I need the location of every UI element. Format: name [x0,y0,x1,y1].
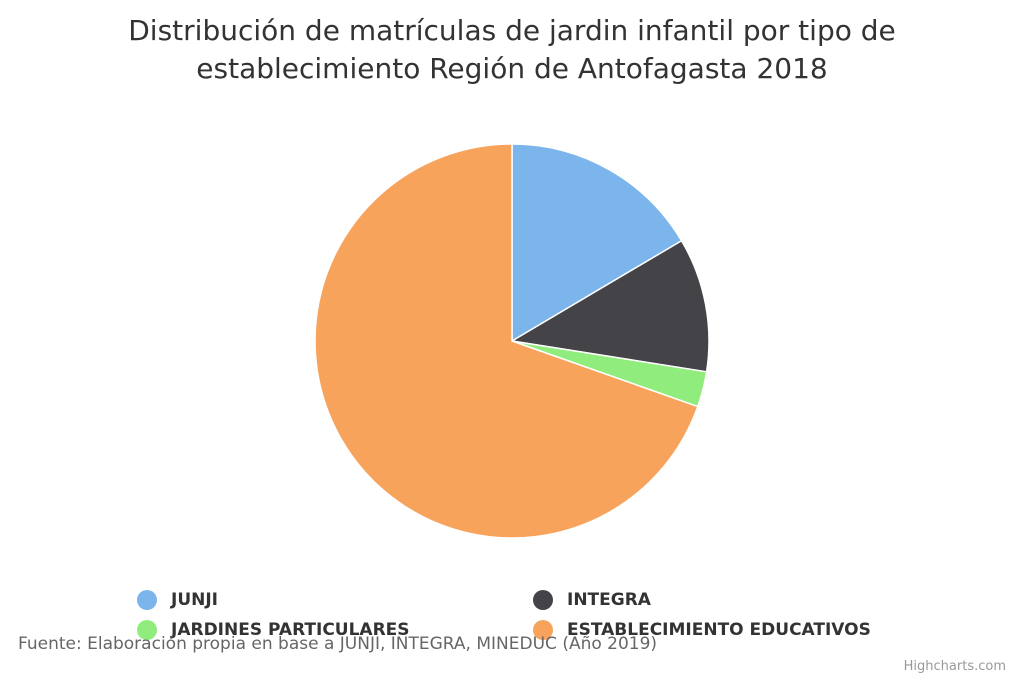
legend-item-establecimiento-educativos[interactable]: ESTABLECIMIENTO EDUCATIVOS [533,620,871,640]
pie-slice-establecimiento-educativos[interactable] [314,143,699,539]
legend-item-jardines-particulares[interactable]: JARDINES PARTICULARES [137,620,410,640]
legend-label-establecimiento-educativos: ESTABLECIMIENTO EDUCATIVOS [567,620,871,640]
chart-title-line-2: establecimiento Región de Antofagasta 20… [196,52,828,85]
credits-link[interactable]: Highcharts.com [903,659,1006,674]
chart-title: Distribución de matrículas de jardin inf… [0,12,1024,88]
legend-dot-integra [533,590,553,610]
legend-label-integra: INTEGRA [567,590,651,610]
legend-dot-jardines-particulares [137,620,157,640]
source-caption: Fuente: Elaboración propia en base a JUN… [18,634,658,654]
pie-slice-junji[interactable] [511,143,683,342]
legend-item-integra[interactable]: INTEGRA [533,590,651,610]
legend-label-junji: JUNJI [171,590,219,610]
chart-title-line-1: Distribución de matrículas de jardin inf… [128,14,896,47]
pie-slices [314,143,710,539]
legend-label-jardines-particulares: JARDINES PARTICULARES [171,620,410,640]
legend-dot-junji [137,590,157,610]
pie-slice-integra[interactable] [511,239,710,373]
legend-item-junji[interactable]: JUNJI [137,590,218,610]
legend-dot-establecimiento-educativos [533,620,553,640]
